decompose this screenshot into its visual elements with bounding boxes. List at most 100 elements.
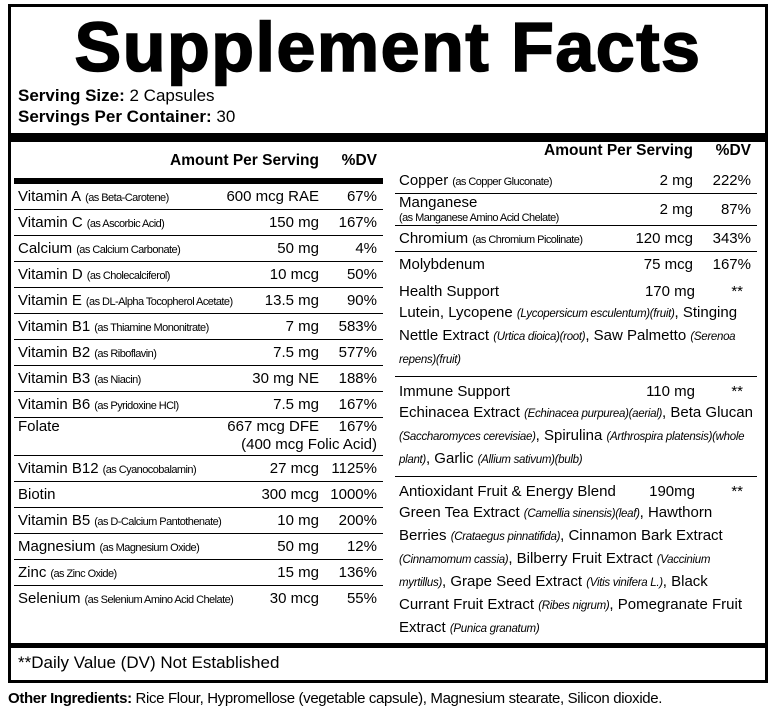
daily-value: 583% [338,318,377,335]
nutrient-row: Vitamin A (as Beta-Carotene) 600 mcg RAE 67… [14,184,383,210]
other-ingredients-label: Other Ingredients: [8,690,132,707]
nutrient-label: Vitamin B12 [18,460,99,477]
nutrient-label: Calcium [18,240,73,257]
nutrient-row: Calcium (as Calcium Carbonate) 50 mg 4% [14,236,383,262]
nutrient-name: Vitamin B1 (as Thiamine Mononitrate) [18,318,286,335]
amount-header: Amount Per Serving [170,152,319,169]
nutrient-label: Biotin [18,486,56,503]
nutrient-label: Vitamin B1 [18,318,91,335]
nutrient-source: (as Copper Gluconate) [452,176,552,188]
blend-name: Antioxidant Fruit & Energy Blend [399,482,616,500]
amount: 30 mg NE [252,370,319,387]
nutrient-row: Vitamin B6 (as Pyridoxine HCl) 7.5 mg 167% [14,392,383,418]
amount: 7 mg [285,318,319,335]
daily-value: 167% [712,256,751,273]
amount: 13.5 mg [264,292,319,309]
nutrient-row: Vitamin B1 (as Thiamine Mononitrate) 7 mg 5… [14,314,383,340]
daily-value: 4% [355,240,377,257]
ingredient-source: (Saccharomyces cerevisiae) [399,431,536,443]
columns: Amount Per Serving %DV Vitamin A (as Beta-… [11,142,765,643]
nutrient-source: (as Beta-Carotene) [85,192,169,204]
servings-value: 30 [216,107,236,126]
nutrient-name: Vitamin E (as DL-Alpha Tocopherol Acetate… [18,292,265,309]
nutrient-row: Vitamin E (as DL-Alpha Tocopherol Acetate… [14,288,383,314]
daily-value: 12% [346,538,377,555]
nutrient-label: Vitamin A [18,188,82,205]
nutrient-source: (as Manganese Amino Acid Chelate) [399,212,559,224]
nutrient-name: Vitamin B2 (as Riboflavin) [18,344,273,361]
nutrient-name: Vitamin B12 (as Cyanocobalamin) [18,460,270,477]
nutrient-source: (as Riboflavin) [94,348,157,360]
nutrient-source: (as Selenium Amino Acid Chelate) [84,594,234,606]
daily-value: 222% [712,172,751,189]
ingredient-name: , Bilberry Fruit Extract [508,550,657,567]
nutrient-label: Zinc [18,564,47,581]
amount: 110 mg [646,382,695,400]
divider [11,133,765,142]
nutrient-source: (as Ascorbic Acid) [86,218,165,230]
nutrient-label: Magnesium [18,538,96,555]
nutrient-note: (400 mcg Folic Acid) [241,436,377,453]
amount: 120 mcg [635,230,693,247]
daily-value: 55% [346,590,377,607]
ingredient-source: (Vaccinium myrtillus) [399,554,711,589]
column-header: Amount Per Serving %DV [395,142,757,168]
blend-ingredients: Green Tea Extract (Camellia sinensis)(le… [399,502,753,640]
divider [11,643,765,648]
daily-value: 1125% [331,460,377,477]
nutrient-row: Vitamin B12 (as Cyanocobalamin) 27 mcg 1125… [14,456,383,482]
serving-size: Serving Size: 2 Capsules [18,85,765,106]
nutrient-name: Folate [18,418,227,435]
ingredient-source: (Cinnamomum cassia) [399,554,509,566]
nutrient-name: Vitamin B3 (as Niacin) [18,370,252,387]
nutrient-label: Copper [399,172,449,189]
daily-value: ** [731,382,743,400]
ingredient-source: (Allium sativum)(bulb) [477,454,583,466]
servings-per-container: Servings Per Container: 30 [18,106,765,127]
other-ingredients: Other Ingredients: Rice Flour, Hypromell… [8,690,662,707]
nutrient-source: (as D-Calcium Pantothenate) [94,516,222,528]
nutrient-name: Magnesium (as Magnesium Oxide) [18,538,277,555]
nutrient-row: Zinc (as Zinc Oxide) 15 mg 136% [14,560,383,586]
amount: 10 mg [277,512,319,529]
ingredient-name: , Hawthorn Berries [399,504,713,544]
ingredient-source: (Lycopersicum esculentum)(fruit) [516,308,675,320]
nutrient-label: Vitamin B6 [18,396,91,413]
nutrient-row: Chromium (as Chromium Picolinate) 120 mcg 3… [395,226,757,252]
ingredient-source: (Urtica dioica)(root) [493,331,586,343]
nutrient-source: (as Pyridoxine HCl) [94,400,179,412]
rows: Vitamin A (as Beta-Carotene) 600 mcg RAE 67… [14,184,383,611]
dv-header: %DV [715,142,751,159]
nutrient-name: Manganese (as Manganese Amino Acid Chelat… [399,194,660,225]
nutrient-row: Selenium (as Selenium Amino Acid Chelate)… [14,586,383,611]
nutrient-row: Vitamin C (as Ascorbic Acid) 150 mg 167% [14,210,383,236]
blend-header: Antioxidant Fruit & Energy Blend 190mg ** [399,480,753,502]
ingredient-source: (Echinacea purpurea)(aerial) [524,408,663,420]
blend-ingredients: Echinacea Extract (Echinacea purpurea)(a… [399,402,753,471]
ingredient-name: , Garlic [425,450,478,467]
blend-header: Immune Support 110 mg ** [399,380,753,402]
nutrient-label: Vitamin B2 [18,344,91,361]
ingredient-source: (Serenoa repens)(fruit) [399,331,736,366]
nutrient-name: Vitamin C (as Ascorbic Acid) [18,214,269,231]
blend-name: Health Support [399,282,500,300]
servings-label: Servings Per Container: [18,107,212,126]
nutrient-name: Vitamin D (as Cholecalciferol) [18,266,270,283]
nutrient-row: Vitamin B3 (as Niacin) 30 mg NE 188% [14,366,383,392]
ingredient-name: Echinacea Extract [399,404,525,421]
nutrient-name: Selenium (as Selenium Amino Acid Chelate) [18,590,270,607]
nutrient-row: Folate 667 mcg DFE 167% (400 mcg Folic Acid… [14,418,383,456]
amount: 2 mg [659,172,693,189]
nutrient-source: (as DL-Alpha Tocopherol Acetate) [85,296,233,308]
amount: 30 mcg [269,590,319,607]
nutrient-name: Vitamin B6 (as Pyridoxine HCl) [18,396,273,413]
nutrient-row: Copper (as Copper Gluconate) 2 mg 222% [395,168,757,194]
ingredient-name: , Cinnamon Bark Extract [560,527,723,544]
daily-value: 67% [346,188,377,205]
nutrient-name: Calcium (as Calcium Carbonate) [18,240,277,257]
title: Supplement Facts [74,7,702,87]
nutrient-source: (as Chromium Picolinate) [472,234,583,246]
amount: 300 mcg [261,486,319,503]
daily-value: 136% [338,564,377,581]
